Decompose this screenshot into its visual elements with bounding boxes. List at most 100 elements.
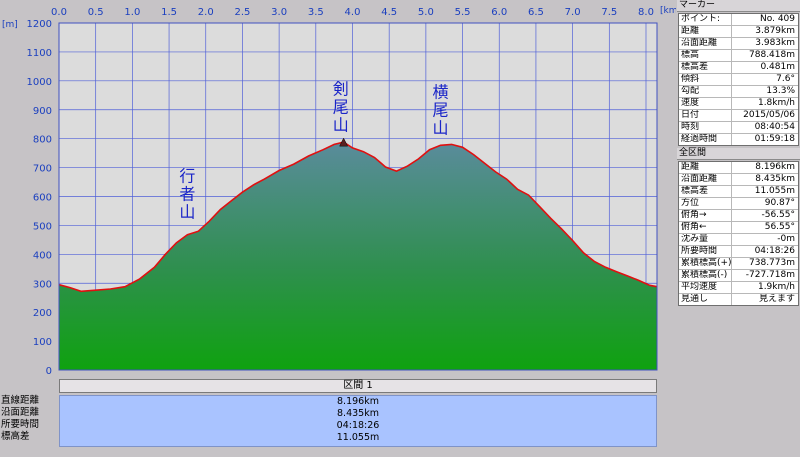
info-key: 方位	[679, 198, 732, 209]
info-value: -0m	[777, 234, 795, 244]
y-tick-label: 800	[33, 135, 52, 146]
info-key: 日付	[679, 110, 732, 121]
info-value: 8.435km	[755, 174, 795, 184]
info-key: 所要時間	[679, 246, 732, 257]
info-key: 時刻	[679, 122, 732, 133]
y-tick-label: 700	[33, 164, 52, 175]
info-key: 沿面距離	[679, 38, 732, 49]
x-tick-label: 7.5	[601, 7, 617, 18]
info-value: 738.773m	[749, 258, 795, 268]
info-key: 標高差	[679, 62, 732, 73]
info-value: 08:40:54	[754, 122, 795, 132]
info-key: 沈み量	[679, 234, 732, 245]
info-row: 勾配 13.3%	[679, 86, 798, 98]
y-tick-label: 600	[33, 193, 52, 204]
info-value: No. 409	[760, 14, 795, 24]
info-row: 日付 2015/05/06	[679, 110, 798, 122]
info-value: 01:59:18	[754, 134, 795, 144]
info-key: 標高	[679, 50, 732, 61]
section-row-label: 所要時間	[1, 419, 40, 430]
marker-panel-title: マーカー	[677, 0, 800, 12]
plot-border	[58, 22, 658, 371]
info-row: 見通し 見えます	[679, 294, 798, 305]
section-tab[interactable]: 区間 1	[59, 379, 657, 393]
info-row: ポイント: No. 409	[679, 14, 798, 26]
x-tick-label: 8.0	[638, 7, 654, 18]
info-row: 累積標高(+) 738.773m	[679, 258, 798, 270]
info-row: 俯角→ -56.55°	[679, 210, 798, 222]
info-value: 56.55°	[764, 222, 795, 232]
info-key: 平均速度	[679, 282, 732, 293]
info-value: 3.879km	[755, 26, 795, 36]
info-value: 7.6°	[776, 74, 795, 84]
info-value: 2015/05/06	[743, 110, 795, 120]
info-value: -56.55°	[761, 210, 795, 220]
elevation-chart[interactable]: 0.0 0.5 1.0 1.5 2.0 2.5 3.0 3.5 4.0 4.5 5.0 5.5 6.0 6…	[0, 0, 676, 377]
x-axis-ticks: 0.0 0.5 1.0 1.5 2.0 2.5 3.0 3.5 4.0 4.5 5.0 5.5 6.0 6…	[51, 7, 654, 18]
y-tick-label: 100	[33, 337, 52, 348]
section-row-value: 11.055m	[336, 432, 380, 443]
x-tick-label: 2.0	[198, 7, 214, 18]
info-value: 見えます	[758, 294, 795, 304]
section-row-label: 直線距離	[1, 395, 40, 406]
marker-icon	[339, 137, 349, 147]
section-row-value: 04:18:26	[336, 420, 380, 431]
info-row: 速度 1.8km/h	[679, 98, 798, 110]
x-tick-label: 5.5	[455, 7, 471, 18]
info-key: 経過時間	[679, 134, 732, 145]
y-axis-unit: [m]	[2, 20, 18, 30]
info-row: 沿面距離 3.983km	[679, 38, 798, 50]
info-row: 距離 8.196km	[679, 162, 798, 174]
info-key: 俯角←	[679, 222, 732, 233]
peak-labels: 行者山 剣尾山 横尾山	[179, 80, 448, 222]
info-key: 累積標高(-)	[679, 270, 732, 281]
info-row: 距離 3.879km	[679, 26, 798, 38]
elevation-line	[58, 141, 658, 293]
x-tick-label: 0.5	[88, 7, 104, 18]
info-key: 見通し	[679, 294, 732, 305]
info-row: 方位 90.87°	[679, 198, 798, 210]
x-tick-label: 6.5	[528, 7, 544, 18]
info-row: 時刻 08:40:54	[679, 122, 798, 134]
info-row: 標高差 11.055m	[679, 186, 798, 198]
y-tick-label: 200	[33, 308, 52, 319]
info-row: 経過時間 01:59:18	[679, 134, 798, 145]
info-key: 沿面距離	[679, 174, 732, 185]
info-value: 13.3%	[766, 86, 795, 96]
info-row: 所要時間 04:18:26	[679, 246, 798, 258]
info-key: 俯角→	[679, 210, 732, 221]
info-key: 傾斜	[679, 74, 732, 85]
info-row: 累積標高(-) -727.718m	[679, 270, 798, 282]
info-value: 0.481m	[760, 62, 795, 72]
section-labels: 直線距離 沿面距離 所要時間 標高差	[0, 395, 58, 443]
info-value: 1.8km/h	[757, 98, 795, 108]
peak-label: 横尾山	[433, 83, 449, 138]
info-value: 11.055m	[754, 186, 795, 196]
info-value: 8.196km	[755, 162, 795, 172]
info-row: 標高差 0.481m	[679, 62, 798, 74]
y-tick-label: 1200	[27, 19, 52, 30]
info-value: 90.87°	[764, 198, 795, 208]
y-axis-ticks: 0 100 200 300 400 500 600 700 800 900 1000 1100 1200	[27, 19, 52, 377]
y-tick-label: 400	[33, 250, 52, 261]
x-tick-label: 3.0	[271, 7, 287, 18]
info-key: 勾配	[679, 86, 732, 97]
x-tick-label: 4.5	[381, 7, 397, 18]
y-tick-label: 1000	[27, 77, 52, 88]
info-key: 累積標高(+)	[681, 258, 732, 269]
y-tick-label: 900	[33, 106, 52, 117]
section-row-value: 8.196km	[337, 396, 379, 407]
x-tick-label: 1.5	[161, 7, 177, 18]
info-row: 俯角← 56.55°	[679, 222, 798, 234]
section-values: 8.196km 8.435km 04:18:26 11.055m	[59, 395, 657, 447]
x-tick-label: 0.0	[51, 7, 67, 18]
info-key: 速度	[679, 98, 732, 109]
info-key: 距離	[679, 26, 732, 37]
current-point-marker	[339, 137, 349, 147]
info-row: 沿面距離 8.435km	[679, 174, 798, 186]
total-table: 距離 8.196km 沿面距離 8.435km 標高差 11.055m 方位 90.87° 俯角…	[678, 161, 799, 306]
info-value: 04:18:26	[754, 246, 795, 256]
x-tick-label: 7.0	[565, 7, 581, 18]
section-row-value: 8.435km	[337, 408, 379, 419]
marker-table: ポイント: No. 409 距離 3.879km 沿面距離 3.983km 標高 788.41…	[678, 13, 799, 146]
